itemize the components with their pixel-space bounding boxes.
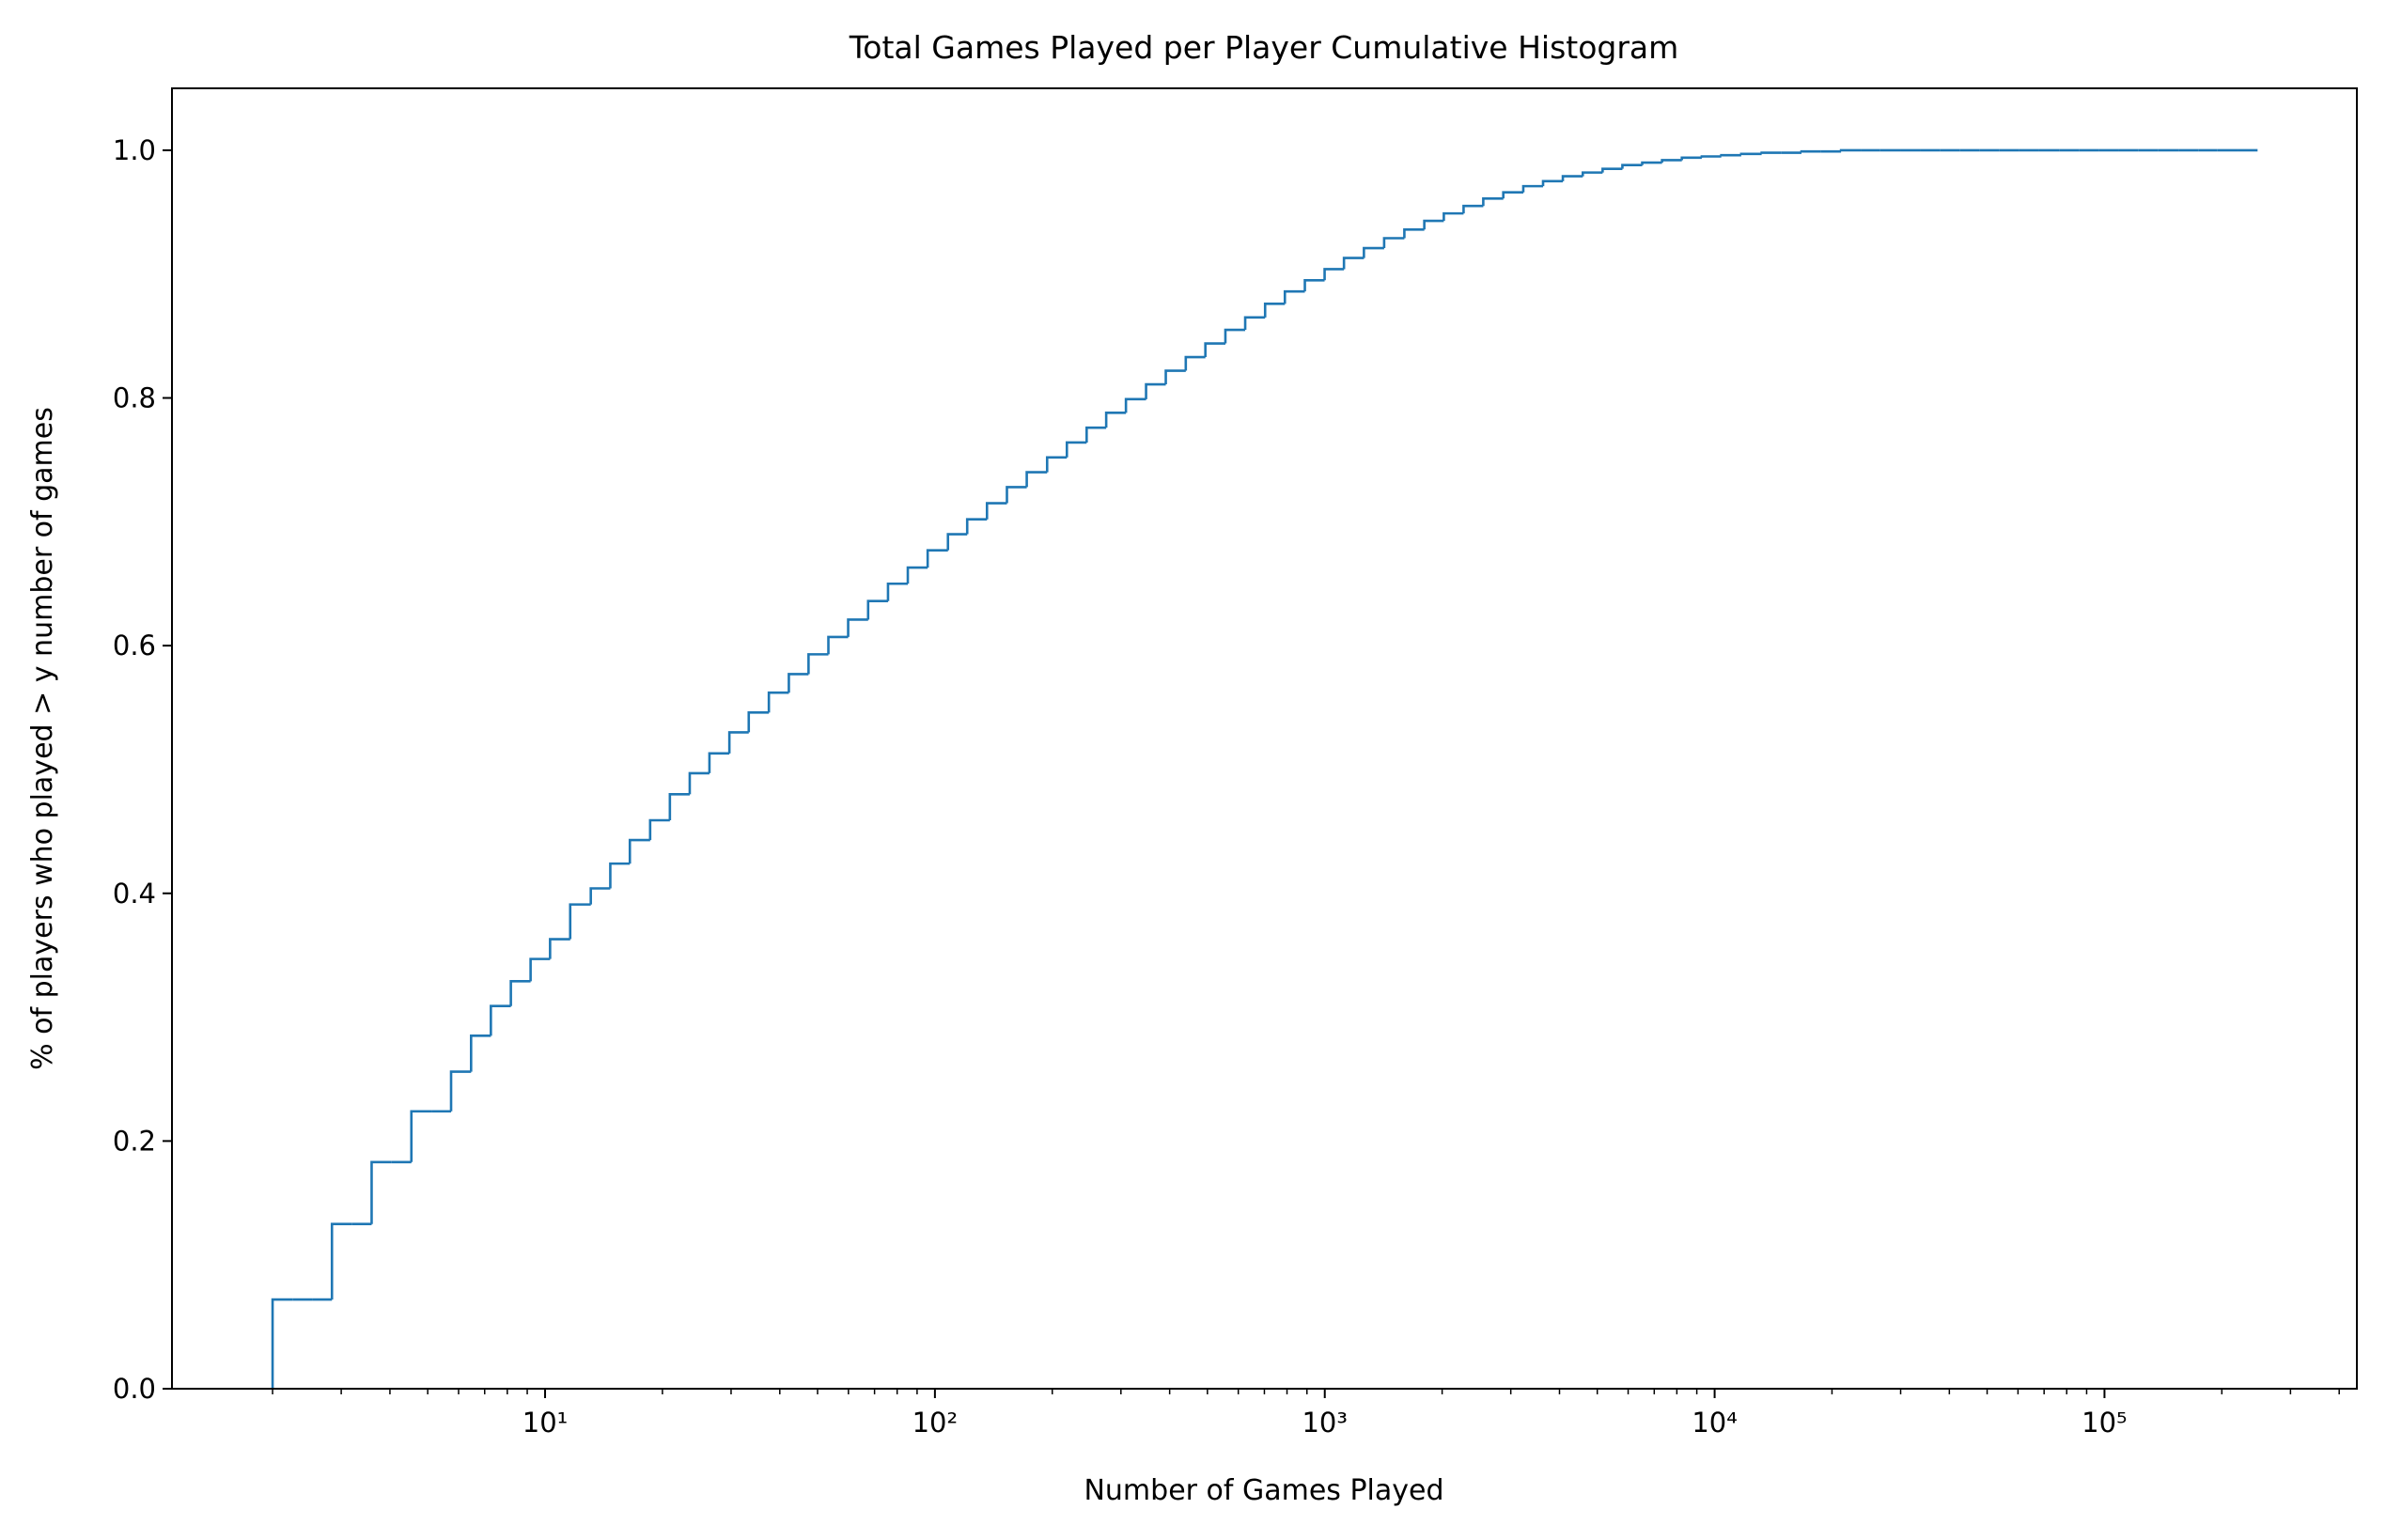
histogram-step (1363, 246, 1384, 258)
histogram-step (886, 582, 909, 601)
histogram-step (1164, 369, 1186, 385)
x-tick-label: 10¹ (522, 1407, 569, 1439)
histogram-step (747, 711, 770, 733)
histogram-step (1561, 175, 1583, 181)
x-tick-label: 10² (912, 1407, 959, 1439)
histogram-step (549, 938, 570, 959)
histogram-step (1006, 486, 1027, 504)
histogram-step (1382, 237, 1405, 249)
histogram-step (609, 862, 631, 889)
histogram-step (1739, 152, 1762, 156)
histogram-step (589, 887, 611, 905)
histogram-step (1403, 227, 1425, 239)
x-axis-label: Number of Games Played (1084, 1474, 1443, 1507)
histogram-step (985, 502, 1007, 520)
histogram-step (1521, 184, 1544, 193)
histogram-step (1224, 328, 1246, 344)
y-tick-label: 0.4 (113, 878, 156, 910)
histogram-step (1303, 279, 1325, 292)
histogram-step (827, 635, 849, 655)
histogram-step (1323, 268, 1345, 281)
x-tick-label: 10⁵ (2082, 1407, 2128, 1439)
histogram-step (1541, 179, 1564, 187)
histogram-step (1204, 342, 1225, 358)
histogram-step (946, 533, 968, 551)
histogram-step (1661, 159, 1682, 163)
histogram-step (1423, 219, 1444, 230)
histogram-step (767, 691, 789, 713)
histogram-step (330, 1222, 352, 1300)
y-tick-label: 0.6 (113, 630, 156, 661)
histogram-step (470, 1034, 491, 1072)
histogram-step (1700, 155, 1722, 158)
histogram-step (1443, 211, 1464, 222)
histogram-step (569, 903, 591, 940)
histogram-step (688, 771, 710, 795)
histogram-step (1283, 289, 1305, 304)
histogram-step (1184, 355, 1206, 371)
histogram-step (727, 731, 749, 754)
histogram-step (628, 838, 650, 864)
histogram-step (1124, 397, 1146, 413)
histogram-step (1720, 153, 1741, 157)
histogram-step (1085, 426, 1107, 443)
histogram-step (1839, 148, 1862, 152)
histogram-step (807, 653, 829, 675)
histogram-step (271, 1298, 293, 1389)
y-tick-label: 0.0 (113, 1373, 156, 1405)
y-tick-label: 0.8 (113, 382, 156, 414)
histogram-step (1482, 197, 1504, 207)
histogram-step (866, 599, 888, 620)
histogram-step (1045, 456, 1068, 473)
histogram-step (1601, 167, 1623, 173)
x-tick-label: 10³ (1302, 1407, 1348, 1439)
histogram-step (1065, 441, 1087, 458)
histogram-step (1502, 191, 1523, 199)
histogram-step (1025, 471, 1048, 488)
histogram-step (1581, 171, 1603, 177)
histogram-step (1104, 412, 1127, 428)
x-tick-label: 10⁴ (1692, 1407, 1738, 1439)
histogram-step (490, 1004, 511, 1036)
histogram-step (529, 957, 551, 982)
histogram-step (1680, 156, 1702, 161)
histogram-step (1263, 303, 1286, 318)
histogram-step (1243, 316, 1266, 331)
histogram-step (1462, 204, 1484, 214)
histogram-step (1621, 163, 1643, 169)
histogram-step (708, 752, 730, 773)
histogram-step (965, 518, 988, 535)
histogram-step (906, 566, 928, 584)
y-axis-label: % of players who played > y number of ga… (26, 407, 59, 1070)
plot-frame (171, 87, 2358, 1390)
histogram-step (410, 1110, 432, 1162)
histogram-step (1760, 151, 1782, 154)
histogram-step (788, 673, 809, 693)
histogram-step (509, 980, 531, 1006)
y-tick-label: 1.0 (113, 134, 156, 166)
y-tick-label: 0.2 (113, 1125, 156, 1157)
histogram-step (926, 549, 948, 568)
histogram-step (1641, 161, 1662, 165)
chart-title: Total Games Played per Player Cumulative… (849, 29, 1679, 66)
histogram-step (1145, 382, 1166, 399)
histogram-step (1342, 257, 1365, 270)
histogram-step (370, 1160, 392, 1224)
histogram-step (449, 1070, 472, 1112)
histogram-step (847, 618, 868, 637)
histogram-step (1800, 149, 1821, 153)
histogram-step (668, 793, 690, 820)
histogram-step (648, 818, 670, 841)
